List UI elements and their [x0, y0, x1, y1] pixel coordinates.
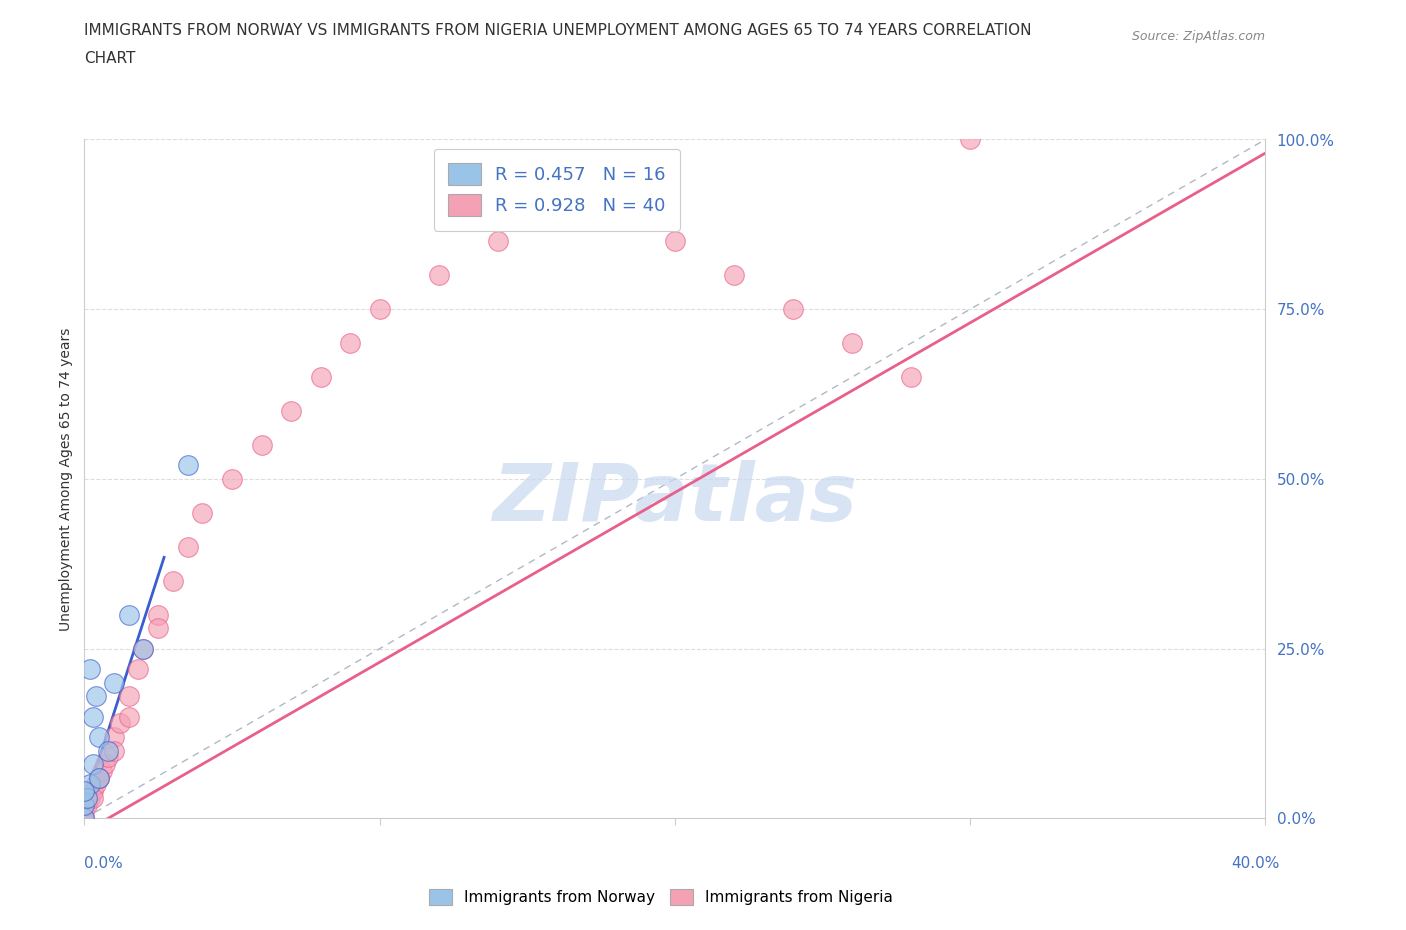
Point — [91, 764, 114, 778]
Point — [605, 166, 627, 181]
Point — [76, 790, 98, 805]
Point — [82, 710, 104, 724]
Point — [127, 661, 149, 676]
Point — [132, 642, 155, 657]
Point — [723, 268, 745, 283]
Text: CHART: CHART — [84, 51, 136, 66]
Point — [664, 234, 686, 249]
Point — [76, 797, 98, 812]
Text: IMMIGRANTS FROM NORWAY VS IMMIGRANTS FROM NIGERIA UNEMPLOYMENT AMONG AGES 65 TO : IMMIGRANTS FROM NORWAY VS IMMIGRANTS FRO… — [84, 23, 1032, 38]
Point — [73, 804, 96, 819]
Point — [103, 729, 125, 744]
Point — [73, 797, 96, 812]
Legend: Immigrants from Norway, Immigrants from Nigeria: Immigrants from Norway, Immigrants from … — [420, 882, 901, 913]
Point — [177, 539, 200, 554]
Point — [368, 301, 391, 316]
Point — [118, 689, 141, 704]
Text: 0.0%: 0.0% — [84, 856, 124, 870]
Text: Source: ZipAtlas.com: Source: ZipAtlas.com — [1132, 30, 1265, 43]
Point — [79, 661, 101, 676]
Point — [73, 811, 96, 826]
Point — [79, 777, 101, 792]
Point — [79, 790, 101, 805]
Point — [82, 790, 104, 805]
Point — [148, 621, 170, 636]
Point — [546, 200, 568, 215]
Point — [73, 784, 96, 799]
Point — [87, 770, 111, 785]
Legend: R = 0.457   N = 16, R = 0.928   N = 40: R = 0.457 N = 16, R = 0.928 N = 40 — [433, 149, 681, 231]
Point — [82, 784, 104, 799]
Point — [250, 437, 273, 452]
Point — [73, 811, 96, 826]
Point — [841, 336, 863, 351]
Point — [427, 268, 450, 283]
Point — [84, 689, 107, 704]
Point — [191, 506, 214, 521]
Point — [339, 336, 361, 351]
Point — [177, 458, 200, 472]
Point — [959, 132, 981, 147]
Point — [118, 710, 141, 724]
Point — [103, 743, 125, 758]
Text: 40.0%: 40.0% — [1232, 856, 1279, 870]
Text: ZIPatlas: ZIPatlas — [492, 460, 858, 538]
Point — [162, 573, 184, 589]
Point — [309, 369, 332, 385]
Point — [280, 404, 302, 418]
Point — [118, 607, 141, 622]
Point — [108, 716, 131, 731]
Point — [94, 757, 117, 772]
Point — [221, 472, 243, 486]
Point — [132, 642, 155, 657]
Point — [97, 743, 120, 758]
Y-axis label: Unemployment Among Ages 65 to 74 years: Unemployment Among Ages 65 to 74 years — [59, 327, 73, 631]
Point — [87, 770, 111, 785]
Point — [103, 675, 125, 690]
Point — [97, 750, 120, 764]
Point — [148, 607, 170, 622]
Point — [87, 729, 111, 744]
Point — [782, 301, 804, 316]
Point — [486, 234, 509, 249]
Point — [84, 777, 107, 792]
Point — [900, 369, 922, 385]
Point — [82, 757, 104, 772]
Point — [87, 770, 111, 785]
